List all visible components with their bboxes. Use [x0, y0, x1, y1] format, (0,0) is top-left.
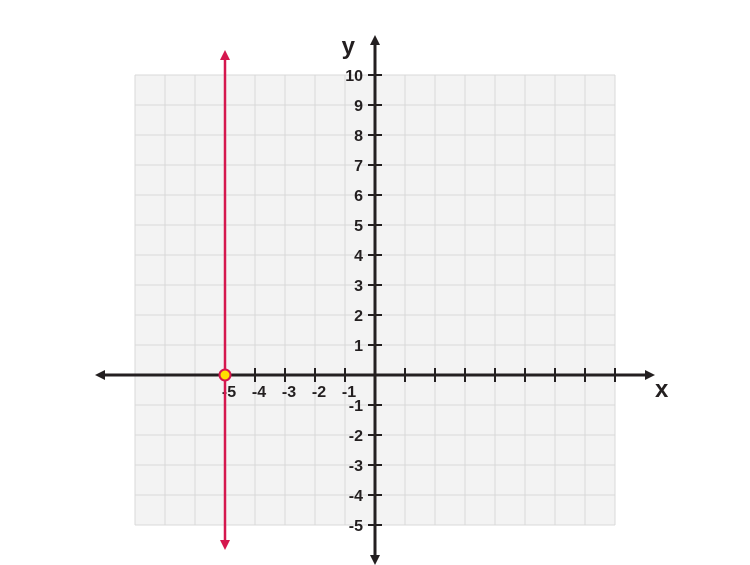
- y-tick-label: 9: [354, 98, 363, 115]
- y-tick-label: 7: [354, 158, 363, 175]
- y-tick-label: 6: [354, 188, 363, 205]
- y-tick-label: -3: [349, 458, 363, 475]
- y-tick-label: 5: [354, 218, 363, 235]
- y-tick-label: 10: [345, 68, 363, 85]
- y-axis-label: y: [342, 33, 356, 60]
- chart-container: -5-4-3-2-1-5-4-3-2-112345678910xy: [0, 0, 750, 565]
- y-tick-label: 8: [354, 128, 363, 145]
- y-tick-label: 4: [354, 248, 363, 265]
- y-tick-label: 2: [354, 308, 363, 325]
- x-tick-label: -3: [282, 384, 296, 401]
- coordinate-plane: -5-4-3-2-1-5-4-3-2-112345678910xy: [0, 0, 750, 565]
- x-tick-label: -2: [312, 384, 326, 401]
- y-tick-label: -2: [349, 428, 363, 445]
- y-tick-label: 3: [354, 278, 363, 295]
- y-tick-label: -4: [349, 488, 363, 505]
- y-tick-label: -5: [349, 518, 363, 535]
- x-axis-label: x: [655, 376, 669, 403]
- x-tick-label: -4: [252, 384, 266, 401]
- y-tick-label: -1: [349, 398, 363, 415]
- highlighted-point: [220, 370, 231, 381]
- y-tick-label: 1: [354, 338, 363, 355]
